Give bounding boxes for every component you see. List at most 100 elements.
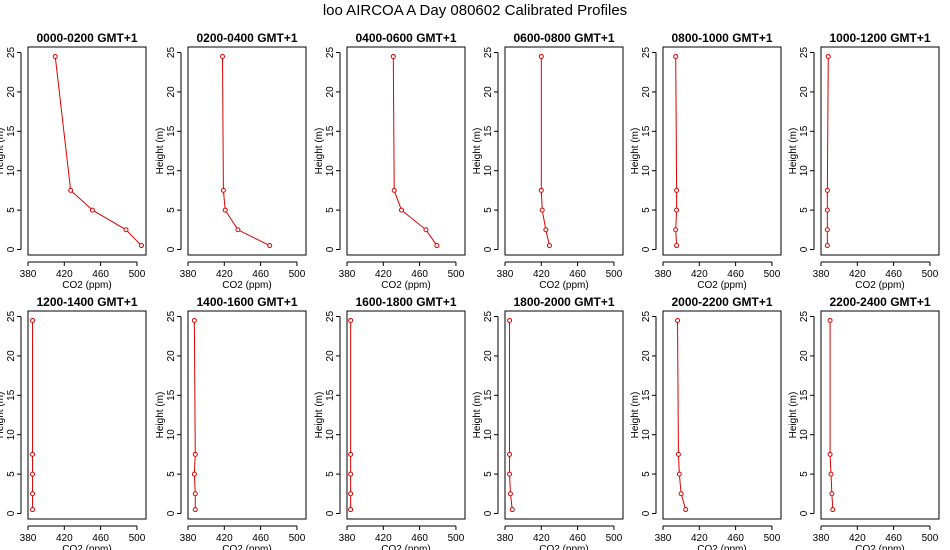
panel-title: 0600-0800 GMT+1 <box>513 31 614 45</box>
y-tick-label: 20 <box>641 86 652 98</box>
data-point <box>123 227 129 233</box>
panel-title: 0200-0400 GMT+1 <box>196 31 297 45</box>
data-point <box>543 227 549 233</box>
x-tick-label: 500 <box>606 533 623 544</box>
plot-frame <box>27 310 147 520</box>
y-tick-label: 10 <box>641 165 652 177</box>
data-point <box>675 451 681 457</box>
profile-line <box>826 56 829 246</box>
y-tick-label: 10 <box>166 429 177 441</box>
data-point <box>267 243 273 249</box>
x-tick-label: 500 <box>129 269 146 280</box>
x-tick-label: 420 <box>533 269 550 280</box>
y-tick-label: 5 <box>641 471 652 477</box>
panel-2: 0200-0400 GMT+1 380 420 460 500 CO2 (ppm) 0 5 10… <box>155 31 307 291</box>
panel-title: 2000-2200 GMT+1 <box>671 295 772 309</box>
x-tick-label: 380 <box>339 533 356 544</box>
data-point <box>30 317 36 323</box>
plot-frame <box>346 46 466 256</box>
panel-title: 1200-1400 GMT+1 <box>36 295 137 309</box>
y-tick-label: 25 <box>483 47 494 59</box>
x-axis-label: CO2 (ppm) <box>381 280 430 291</box>
x-tick-label: 460 <box>252 533 269 544</box>
data-point <box>675 317 681 323</box>
y-tick-label: 15 <box>166 125 177 137</box>
x-tick-label: 380 <box>20 533 37 544</box>
data-point <box>138 243 144 249</box>
y-tick-label: 10 <box>483 165 494 177</box>
data-point <box>348 471 354 477</box>
y-tick-label: 10 <box>483 429 494 441</box>
y-tick-label: 10 <box>325 429 336 441</box>
data-point <box>827 317 833 323</box>
x-tick-label: 380 <box>813 269 830 280</box>
x-tick-label: 500 <box>764 533 781 544</box>
panel-title: 1000-1200 GMT+1 <box>829 31 930 45</box>
y-tick-label: 10 <box>799 429 810 441</box>
data-point <box>348 317 354 323</box>
x-tick-label: 420 <box>216 533 233 544</box>
x-tick-label: 460 <box>411 533 428 544</box>
x-tick-label: 460 <box>92 269 109 280</box>
y-tick-label: 5 <box>799 471 810 477</box>
profile-line <box>540 56 550 246</box>
data-point <box>423 227 429 233</box>
x-axis-label: CO2 (ppm) <box>222 544 271 550</box>
y-axis-label: Height (m) <box>0 392 6 439</box>
data-point <box>539 207 545 213</box>
x-tick-label: 380 <box>813 533 830 544</box>
y-tick-label: 0 <box>641 246 652 252</box>
data-point <box>434 243 440 249</box>
y-tick-label: 25 <box>483 311 494 323</box>
x-tick-label: 380 <box>497 533 514 544</box>
x-tick-label: 500 <box>129 533 146 544</box>
y-tick-label: 20 <box>325 350 336 362</box>
panel-9: 1600-1800 GMT+1 380 420 460 500 CO2 (ppm) 0 5 10… <box>314 295 466 550</box>
profile-line <box>221 56 270 246</box>
y-tick-label: 15 <box>641 125 652 137</box>
panel-5: 0800-1000 GMT+1 380 420 460 500 CO2 (ppm) 0 5 10… <box>630 31 782 291</box>
panel-title: 1400-1600 GMT+1 <box>196 295 297 309</box>
y-tick-label: 5 <box>325 207 336 213</box>
data-point <box>52 53 58 59</box>
y-tick-label: 5 <box>483 471 494 477</box>
data-point <box>348 507 354 513</box>
x-tick-label: 380 <box>655 533 672 544</box>
data-point <box>507 491 513 497</box>
y-axis-label: Height (m) <box>630 392 641 439</box>
data-point <box>220 187 226 193</box>
x-tick-label: 420 <box>849 269 866 280</box>
x-axis-label: CO2 (ppm) <box>855 280 904 291</box>
y-tick-label: 0 <box>166 510 177 516</box>
data-point <box>191 317 197 323</box>
panel-title: 0000-0200 GMT+1 <box>36 31 137 45</box>
y-tick-label: 25 <box>6 311 17 323</box>
y-tick-label: 0 <box>166 246 177 252</box>
data-point <box>235 227 241 233</box>
x-tick-label: 500 <box>448 533 465 544</box>
y-tick-label: 5 <box>641 207 652 213</box>
data-point <box>390 53 396 59</box>
y-tick-label: 15 <box>799 389 810 401</box>
x-axis-label: CO2 (ppm) <box>539 544 588 550</box>
profile-line <box>54 56 142 246</box>
data-point <box>192 507 198 513</box>
x-axis-label: CO2 (ppm) <box>539 280 588 291</box>
plot-frame <box>27 46 147 256</box>
data-point <box>509 507 515 513</box>
x-tick-label: 420 <box>216 269 233 280</box>
data-point <box>219 53 225 59</box>
y-tick-label: 10 <box>6 429 17 441</box>
x-axis-label: CO2 (ppm) <box>697 280 746 291</box>
x-tick-label: 420 <box>56 533 73 544</box>
y-tick-label: 20 <box>799 86 810 98</box>
y-tick-label: 0 <box>799 246 810 252</box>
panel-12: 2200-2400 GMT+1 380 420 460 500 CO2 (ppm) 0 5 10… <box>788 295 940 550</box>
profile-line <box>675 56 678 246</box>
data-point <box>30 507 36 513</box>
y-tick-label: 25 <box>799 47 810 59</box>
y-tick-label: 20 <box>6 86 17 98</box>
y-tick-label: 25 <box>799 311 810 323</box>
data-point <box>192 451 198 457</box>
